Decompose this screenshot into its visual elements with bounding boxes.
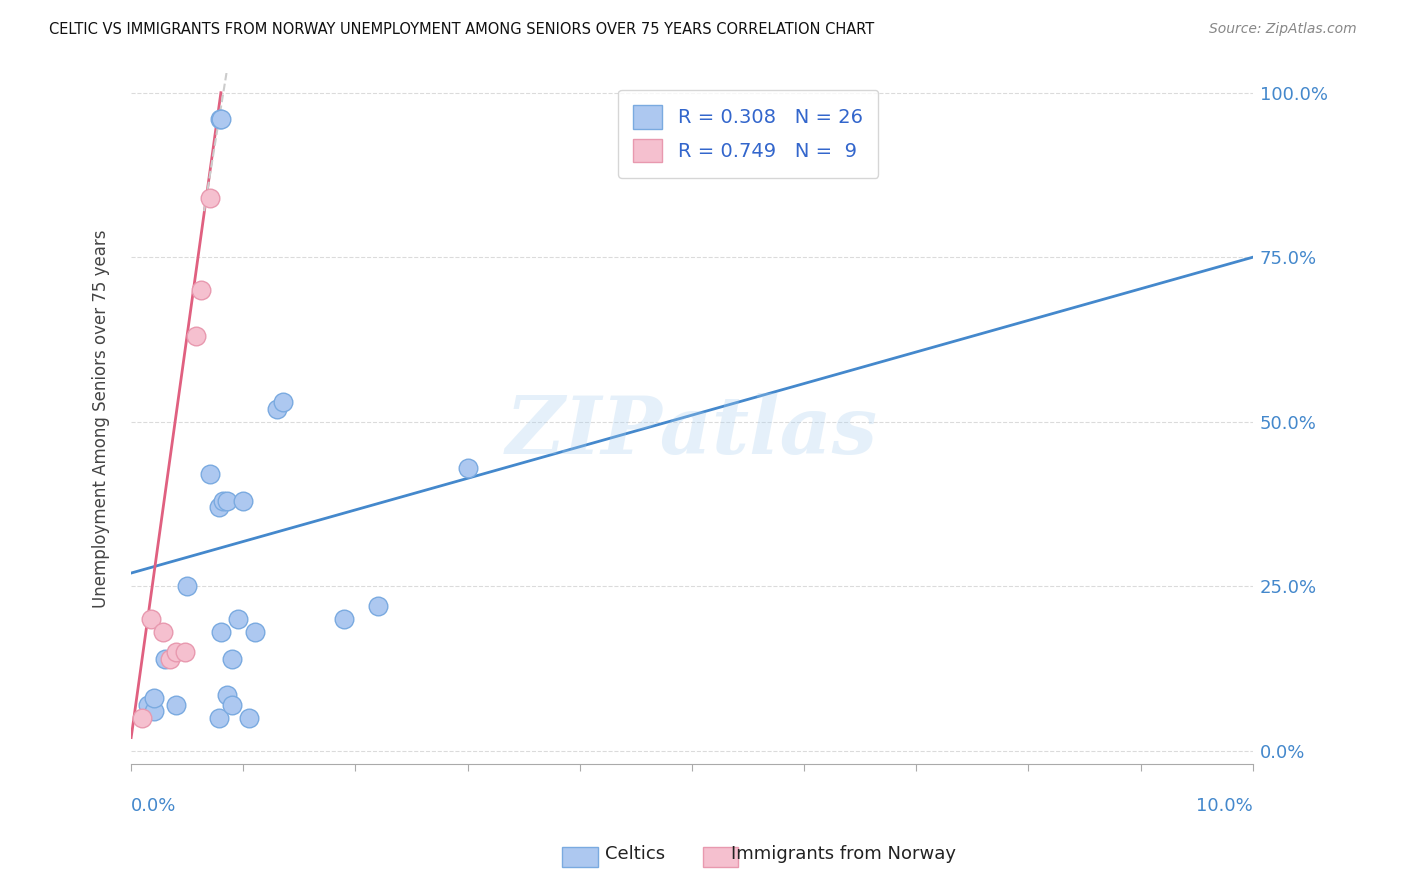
Point — [136, 698, 159, 712]
Text: ZIPatlas: ZIPatlas — [506, 393, 877, 471]
Point — [221, 651, 243, 665]
Point — [165, 698, 187, 712]
Point — [457, 460, 479, 475]
Legend: R = 0.308   N = 26, R = 0.749   N =  9: R = 0.308 N = 26, R = 0.749 N = 9 — [617, 89, 879, 178]
Point — [232, 493, 254, 508]
Text: Celtics: Celtics — [605, 846, 665, 863]
Text: Immigrants from Norway: Immigrants from Norway — [731, 846, 956, 863]
Point — [238, 711, 260, 725]
Point — [209, 112, 232, 126]
Point — [198, 467, 221, 482]
Point — [198, 191, 221, 205]
Y-axis label: Unemployment Among Seniors over 75 years: Unemployment Among Seniors over 75 years — [93, 229, 110, 607]
Point — [333, 612, 356, 626]
Text: CELTIC VS IMMIGRANTS FROM NORWAY UNEMPLOYMENT AMONG SENIORS OVER 75 YEARS CORREL: CELTIC VS IMMIGRANTS FROM NORWAY UNEMPLO… — [49, 22, 875, 37]
Text: 0.0%: 0.0% — [131, 797, 177, 814]
Point — [221, 698, 243, 712]
Text: 10.0%: 10.0% — [1197, 797, 1253, 814]
Point — [226, 612, 249, 626]
Point — [153, 651, 176, 665]
Point — [271, 395, 294, 409]
Point — [215, 688, 238, 702]
Point — [208, 711, 231, 725]
Point — [176, 579, 198, 593]
Point — [131, 711, 153, 725]
Text: Source: ZipAtlas.com: Source: ZipAtlas.com — [1209, 22, 1357, 37]
Point — [142, 691, 165, 706]
Point — [215, 493, 238, 508]
Point — [165, 645, 187, 659]
Point — [209, 625, 232, 640]
Point — [266, 401, 288, 416]
Point — [212, 493, 235, 508]
Point — [159, 651, 181, 665]
Point — [142, 704, 165, 718]
Point — [367, 599, 389, 613]
Point — [152, 625, 174, 640]
Point — [141, 612, 163, 626]
Point — [208, 112, 231, 126]
Point — [186, 329, 208, 343]
Point — [174, 645, 197, 659]
Point — [243, 625, 266, 640]
Point — [208, 500, 231, 515]
Point — [190, 283, 212, 297]
